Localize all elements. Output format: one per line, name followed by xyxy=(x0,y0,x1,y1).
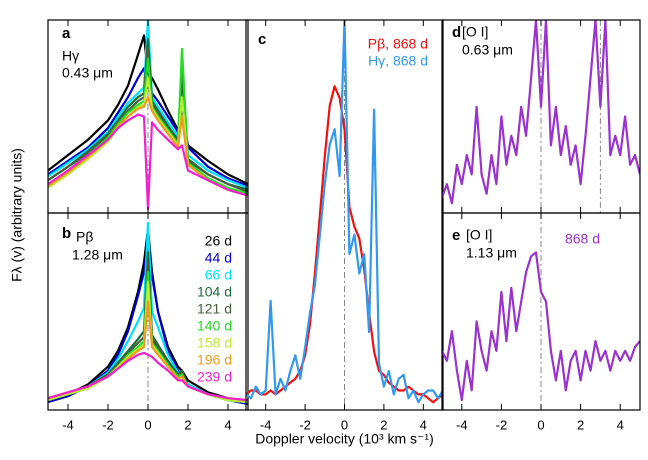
annotation: 1.13 μm xyxy=(466,245,517,261)
series-line xyxy=(48,113,248,211)
legend-label: 158 d xyxy=(197,335,232,351)
x-tick-label: -4 xyxy=(62,417,74,432)
x-axis-label: Doppler velocity (10³ km s⁻¹) xyxy=(255,431,434,447)
panel-label: c xyxy=(258,31,266,48)
series-line xyxy=(48,47,248,195)
annotation: [O I] xyxy=(462,24,488,40)
legend-label: 868 d xyxy=(565,231,600,247)
legend-label: 44 d xyxy=(205,250,232,266)
series-line xyxy=(246,85,443,404)
legend-label: Hγ, 868 d xyxy=(368,53,428,69)
series-line xyxy=(48,351,248,402)
panel-label: a xyxy=(62,25,71,42)
series-line xyxy=(442,20,640,205)
x-tick-label: -4 xyxy=(260,417,272,432)
panel-label: e xyxy=(452,227,460,244)
y-axis-label: Fλ (v) (arbitrary units) xyxy=(9,148,25,282)
annotation: [O I] xyxy=(466,227,492,243)
annotation: 0.43 μm xyxy=(62,65,113,81)
x-tick-label: 4 xyxy=(617,417,624,432)
panel-label: b xyxy=(62,225,71,242)
legend-label: 140 d xyxy=(197,318,232,334)
series-line xyxy=(246,20,443,404)
x-tick-label: 2 xyxy=(577,417,584,432)
legend-label: 196 d xyxy=(197,352,232,368)
x-tick-label: -2 xyxy=(496,417,508,432)
annotation: Pβ xyxy=(76,229,93,245)
x-tick-label: 2 xyxy=(380,417,387,432)
annotation: Hγ xyxy=(62,48,79,64)
x-tick-label: -4 xyxy=(456,417,468,432)
x-tick-label: 4 xyxy=(420,417,427,432)
x-tick-label: 4 xyxy=(224,417,231,432)
legend-label: 26 d xyxy=(205,233,232,249)
legend-label: 104 d xyxy=(197,284,232,300)
series-line xyxy=(48,221,248,404)
panel-label: d xyxy=(452,24,461,41)
legend-label: Pβ, 868 d xyxy=(368,36,428,52)
legend-label: 239 d xyxy=(197,369,232,385)
x-tick-label: 0 xyxy=(537,417,544,432)
legend-label: 66 d xyxy=(205,267,232,283)
x-tick-label: -2 xyxy=(299,417,311,432)
x-tick-label: 0 xyxy=(341,417,348,432)
series-line xyxy=(442,251,640,402)
annotation: 1.28 μm xyxy=(72,247,123,263)
x-tick-label: 2 xyxy=(184,417,191,432)
x-tick-label: 0 xyxy=(144,417,151,432)
x-tick-label: -2 xyxy=(102,417,114,432)
legend-label: 121 d xyxy=(197,301,232,317)
annotation: 0.63 μm xyxy=(462,42,513,58)
